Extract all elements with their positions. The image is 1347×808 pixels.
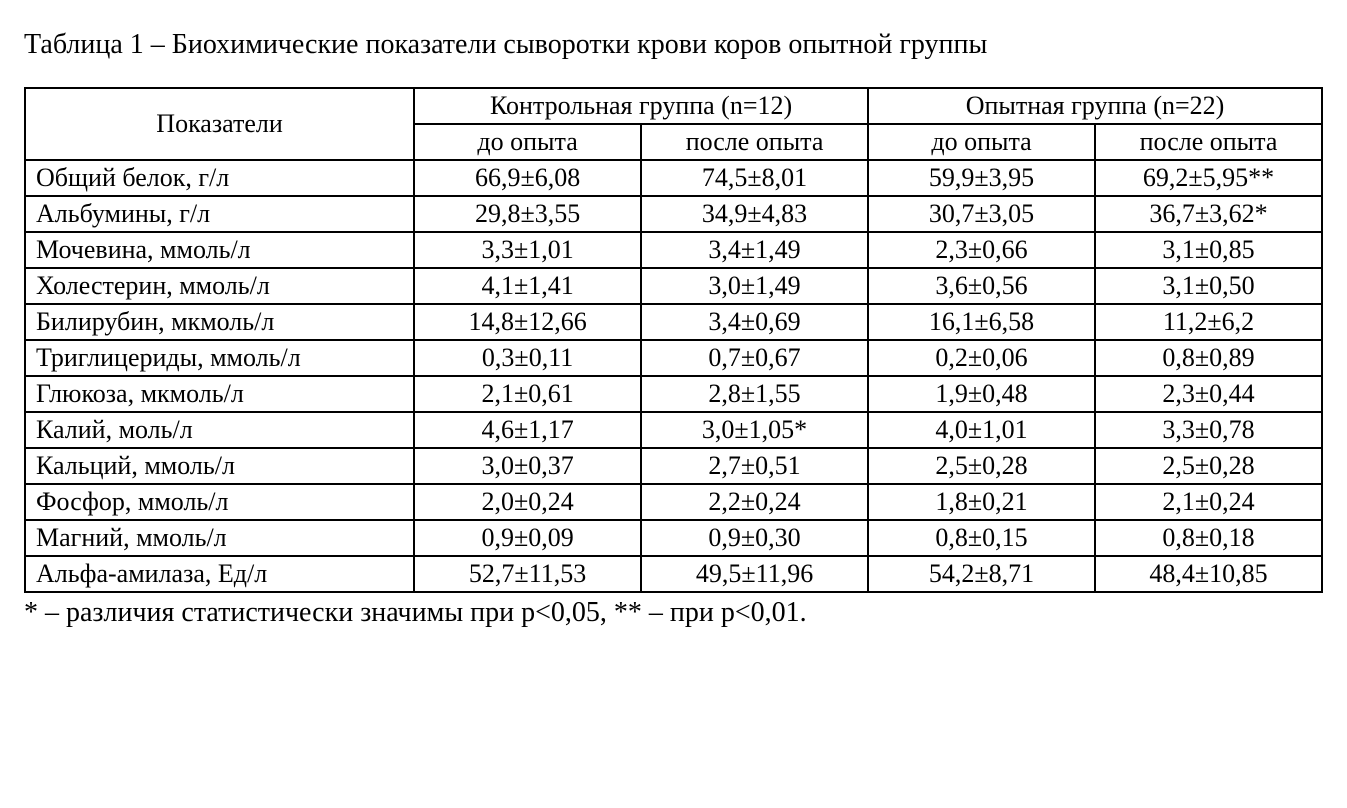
row-label: Калий, моль/л <box>25 412 414 448</box>
table-row: Общий белок, г/л66,9±6,0874,5±8,0159,9±3… <box>25 160 1322 196</box>
col-header-control-before: до опыта <box>414 124 641 160</box>
row-value: 0,7±0,67 <box>641 340 868 376</box>
row-value: 1,8±0,21 <box>868 484 1095 520</box>
table-row: Фосфор, ммоль/л2,0±0,242,2±0,241,8±0,212… <box>25 484 1322 520</box>
table-row: Мочевина, ммоль/л3,3±1,013,4±1,492,3±0,6… <box>25 232 1322 268</box>
row-value: 2,3±0,66 <box>868 232 1095 268</box>
col-header-indicators: Показатели <box>25 88 414 160</box>
table-row: Калий, моль/л4,6±1,173,0±1,05*4,0±1,013,… <box>25 412 1322 448</box>
row-value: 3,1±0,50 <box>1095 268 1322 304</box>
row-value: 2,3±0,44 <box>1095 376 1322 412</box>
row-value: 54,2±8,71 <box>868 556 1095 592</box>
row-value: 48,4±10,85 <box>1095 556 1322 592</box>
table-row: Кальций, ммоль/л3,0±0,372,7±0,512,5±0,28… <box>25 448 1322 484</box>
row-value: 3,3±0,78 <box>1095 412 1322 448</box>
row-value: 69,2±5,95** <box>1095 160 1322 196</box>
row-value: 30,7±3,05 <box>868 196 1095 232</box>
row-value: 3,4±1,49 <box>641 232 868 268</box>
row-value: 49,5±11,96 <box>641 556 868 592</box>
row-label: Мочевина, ммоль/л <box>25 232 414 268</box>
table-body: Общий белок, г/л66,9±6,0874,5±8,0159,9±3… <box>25 160 1322 592</box>
row-value: 4,0±1,01 <box>868 412 1095 448</box>
row-value: 36,7±3,62* <box>1095 196 1322 232</box>
col-header-exp-before: до опыта <box>868 124 1095 160</box>
row-value: 34,9±4,83 <box>641 196 868 232</box>
row-value: 1,9±0,48 <box>868 376 1095 412</box>
row-value: 3,6±0,56 <box>868 268 1095 304</box>
row-value: 2,7±0,51 <box>641 448 868 484</box>
row-value: 74,5±8,01 <box>641 160 868 196</box>
row-value: 2,1±0,24 <box>1095 484 1322 520</box>
row-label: Фосфор, ммоль/л <box>25 484 414 520</box>
row-value: 2,0±0,24 <box>414 484 641 520</box>
row-value: 66,9±6,08 <box>414 160 641 196</box>
col-header-exp-after: после опыта <box>1095 124 1322 160</box>
table-row: Холестерин, ммоль/л4,1±1,413,0±1,493,6±0… <box>25 268 1322 304</box>
row-value: 4,6±1,17 <box>414 412 641 448</box>
row-value: 3,4±0,69 <box>641 304 868 340</box>
row-label: Альфа-амилаза, Ед/л <box>25 556 414 592</box>
row-value: 2,8±1,55 <box>641 376 868 412</box>
table-row: Глюкоза, мкмоль/л2,1±0,612,8±1,551,9±0,4… <box>25 376 1322 412</box>
row-value: 2,5±0,28 <box>1095 448 1322 484</box>
row-value: 3,3±1,01 <box>414 232 641 268</box>
row-label: Кальций, ммоль/л <box>25 448 414 484</box>
row-value: 0,9±0,09 <box>414 520 641 556</box>
table-row: Магний, ммоль/л0,9±0,090,9±0,300,8±0,150… <box>25 520 1322 556</box>
row-label: Магний, ммоль/л <box>25 520 414 556</box>
row-label: Холестерин, ммоль/л <box>25 268 414 304</box>
row-value: 2,2±0,24 <box>641 484 868 520</box>
biochemical-table: Показатели Контрольная группа (n=12) Опы… <box>24 87 1323 593</box>
row-value: 29,8±3,55 <box>414 196 641 232</box>
row-value: 0,8±0,18 <box>1095 520 1322 556</box>
row-label: Билирубин, мкмоль/л <box>25 304 414 340</box>
table-footnote: * – различия статистически значимы при p… <box>24 597 1323 629</box>
table-caption: Таблица 1 – Биохимические показатели сыв… <box>24 18 1323 71</box>
row-value: 3,0±0,37 <box>414 448 641 484</box>
row-value: 3,0±1,49 <box>641 268 868 304</box>
row-label: Глюкоза, мкмоль/л <box>25 376 414 412</box>
row-label: Альбумины, г/л <box>25 196 414 232</box>
row-value: 0,2±0,06 <box>868 340 1095 376</box>
row-value: 0,3±0,11 <box>414 340 641 376</box>
table-row: Триглицериды, ммоль/л0,3±0,110,7±0,670,2… <box>25 340 1322 376</box>
row-value: 2,1±0,61 <box>414 376 641 412</box>
row-value: 0,8±0,15 <box>868 520 1095 556</box>
row-value: 3,0±1,05* <box>641 412 868 448</box>
row-value: 0,9±0,30 <box>641 520 868 556</box>
row-value: 0,8±0,89 <box>1095 340 1322 376</box>
row-value: 16,1±6,58 <box>868 304 1095 340</box>
row-value: 52,7±11,53 <box>414 556 641 592</box>
row-label: Триглицериды, ммоль/л <box>25 340 414 376</box>
row-value: 59,9±3,95 <box>868 160 1095 196</box>
row-value: 3,1±0,85 <box>1095 232 1322 268</box>
row-value: 11,2±6,2 <box>1095 304 1322 340</box>
table-row: Альбумины, г/л29,8±3,5534,9±4,8330,7±3,0… <box>25 196 1322 232</box>
table-row: Альфа-амилаза, Ед/л52,7±11,5349,5±11,965… <box>25 556 1322 592</box>
table-row: Билирубин, мкмоль/л14,8±12,663,4±0,6916,… <box>25 304 1322 340</box>
col-header-experimental-group: Опытная группа (n=22) <box>868 88 1322 124</box>
col-header-control-group: Контрольная группа (n=12) <box>414 88 868 124</box>
col-header-control-after: после опыта <box>641 124 868 160</box>
row-value: 14,8±12,66 <box>414 304 641 340</box>
row-label: Общий белок, г/л <box>25 160 414 196</box>
row-value: 2,5±0,28 <box>868 448 1095 484</box>
row-value: 4,1±1,41 <box>414 268 641 304</box>
